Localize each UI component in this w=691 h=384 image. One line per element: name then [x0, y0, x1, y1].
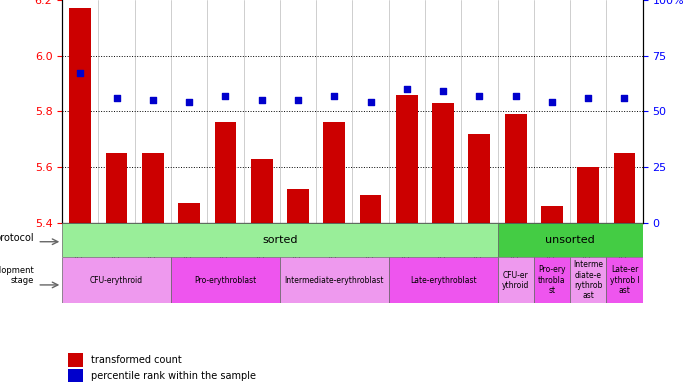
Text: Interme
diate-e
rythrob
ast: Interme diate-e rythrob ast — [574, 260, 603, 300]
Text: Pro-erythroblast: Pro-erythroblast — [194, 276, 256, 285]
Bar — [287, 189, 309, 223]
Bar — [614, 153, 636, 223]
Bar — [106, 153, 127, 223]
Text: unsorted: unsorted — [545, 235, 595, 245]
Point — [256, 97, 267, 103]
Bar — [178, 203, 200, 223]
Bar — [504, 114, 527, 223]
Point — [474, 93, 485, 99]
Bar — [214, 122, 236, 223]
Bar — [360, 195, 381, 223]
Text: Intermediate-erythroblast: Intermediate-erythroblast — [285, 276, 384, 285]
Point — [184, 99, 195, 106]
Bar — [68, 369, 82, 382]
Bar — [323, 122, 346, 223]
Text: Late-erythroblast: Late-erythroblast — [410, 276, 476, 285]
FancyBboxPatch shape — [498, 257, 534, 303]
Text: sorted: sorted — [262, 235, 298, 245]
Bar — [69, 8, 91, 223]
Bar — [68, 353, 82, 367]
Point — [437, 88, 448, 94]
Text: Late-er
ythrob l
ast: Late-er ythrob l ast — [609, 265, 639, 295]
FancyBboxPatch shape — [606, 257, 643, 303]
FancyBboxPatch shape — [171, 257, 280, 303]
Point — [329, 93, 340, 99]
Point — [510, 93, 521, 99]
Text: CFU-erythroid: CFU-erythroid — [90, 276, 143, 285]
Point — [75, 70, 86, 76]
Point — [401, 86, 413, 92]
FancyBboxPatch shape — [534, 257, 570, 303]
FancyBboxPatch shape — [62, 223, 498, 257]
Point — [220, 93, 231, 99]
Point — [583, 95, 594, 101]
Bar — [541, 206, 562, 223]
Bar — [396, 95, 417, 223]
FancyBboxPatch shape — [498, 223, 643, 257]
FancyBboxPatch shape — [62, 257, 171, 303]
Point — [365, 99, 376, 106]
Text: development stage: development stage — [0, 266, 35, 285]
Point — [619, 95, 630, 101]
Bar — [251, 159, 272, 223]
Point — [292, 97, 303, 103]
FancyBboxPatch shape — [280, 257, 388, 303]
Point — [147, 97, 158, 103]
Bar — [433, 103, 454, 223]
Text: protocol: protocol — [0, 233, 35, 243]
Bar — [468, 134, 491, 223]
Text: transformed count: transformed count — [91, 355, 182, 365]
Bar — [142, 153, 164, 223]
Text: CFU-er
ythroid: CFU-er ythroid — [502, 271, 529, 290]
Bar — [578, 167, 599, 223]
Point — [547, 99, 558, 106]
FancyBboxPatch shape — [388, 257, 498, 303]
Text: percentile rank within the sample: percentile rank within the sample — [91, 371, 256, 381]
Text: Pro-ery
throbla
st: Pro-ery throbla st — [538, 265, 566, 295]
FancyBboxPatch shape — [570, 257, 606, 303]
Point — [111, 95, 122, 101]
